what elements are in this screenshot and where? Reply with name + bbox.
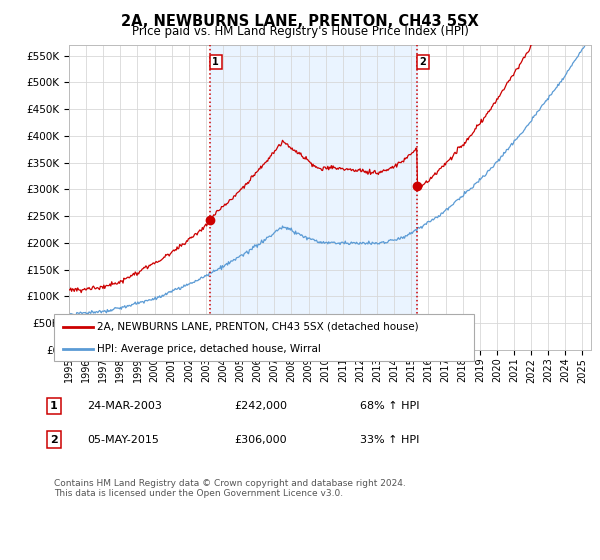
Text: £306,000: £306,000	[234, 435, 287, 445]
Text: 2: 2	[50, 435, 58, 445]
Bar	[210, 45, 417, 350]
Text: £242,000: £242,000	[234, 401, 287, 411]
Text: Price paid vs. HM Land Registry's House Price Index (HPI): Price paid vs. HM Land Registry's House …	[131, 25, 469, 38]
Text: 1: 1	[212, 57, 219, 67]
Text: 2: 2	[419, 57, 427, 67]
Text: 68% ↑ HPI: 68% ↑ HPI	[360, 401, 419, 411]
Text: Contains HM Land Registry data © Crown copyright and database right 2024.
This d: Contains HM Land Registry data © Crown c…	[54, 479, 406, 498]
Text: 1: 1	[50, 401, 58, 411]
Text: 24-MAR-2003: 24-MAR-2003	[87, 401, 162, 411]
Text: 2A, NEWBURNS LANE, PRENTON, CH43 5SX: 2A, NEWBURNS LANE, PRENTON, CH43 5SX	[121, 14, 479, 29]
Text: 33% ↑ HPI: 33% ↑ HPI	[360, 435, 419, 445]
Text: 2A, NEWBURNS LANE, PRENTON, CH43 5SX (detached house): 2A, NEWBURNS LANE, PRENTON, CH43 5SX (de…	[97, 322, 419, 332]
Text: HPI: Average price, detached house, Wirral: HPI: Average price, detached house, Wirr…	[97, 344, 321, 354]
Text: 05-MAY-2015: 05-MAY-2015	[87, 435, 159, 445]
